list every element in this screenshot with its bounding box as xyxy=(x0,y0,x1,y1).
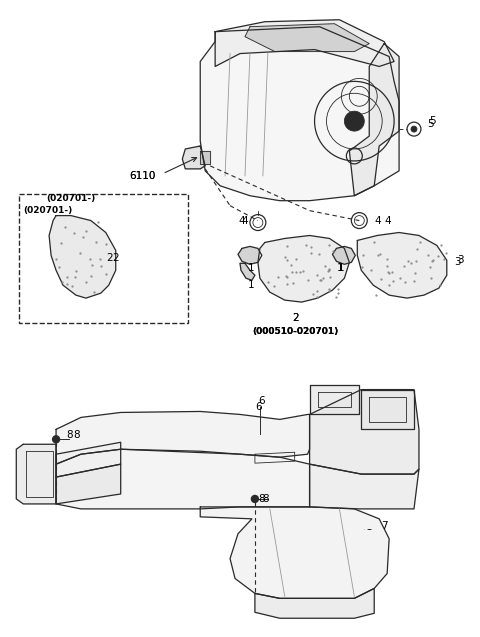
Polygon shape xyxy=(56,412,310,464)
Text: 2: 2 xyxy=(292,313,299,323)
Circle shape xyxy=(252,496,258,503)
Text: 8: 8 xyxy=(66,431,72,440)
Text: 8: 8 xyxy=(73,431,80,440)
Polygon shape xyxy=(200,507,389,598)
Text: 5: 5 xyxy=(429,116,435,126)
Text: 6110: 6110 xyxy=(129,171,156,181)
Text: 6: 6 xyxy=(258,396,264,406)
Text: 6110: 6110 xyxy=(129,171,156,181)
Polygon shape xyxy=(245,24,369,52)
Polygon shape xyxy=(200,27,399,201)
Text: 7: 7 xyxy=(381,521,388,531)
Text: 8: 8 xyxy=(262,494,268,504)
Polygon shape xyxy=(56,464,120,504)
Circle shape xyxy=(344,111,364,131)
Polygon shape xyxy=(310,385,360,415)
Polygon shape xyxy=(310,464,419,509)
Polygon shape xyxy=(238,247,262,264)
Text: 1: 1 xyxy=(248,280,254,290)
Polygon shape xyxy=(349,43,399,196)
Polygon shape xyxy=(240,263,255,280)
Text: 1: 1 xyxy=(336,263,343,273)
Text: 4: 4 xyxy=(239,215,245,225)
Polygon shape xyxy=(310,390,419,474)
Polygon shape xyxy=(182,146,205,169)
Text: (000510-020701): (000510-020701) xyxy=(252,327,339,336)
Text: (020701-): (020701-) xyxy=(23,206,72,215)
Circle shape xyxy=(53,436,60,443)
Text: 3: 3 xyxy=(457,255,463,266)
Text: 2: 2 xyxy=(113,254,120,263)
Polygon shape xyxy=(255,589,374,619)
Text: 4: 4 xyxy=(374,215,381,225)
Text: 5: 5 xyxy=(427,119,433,129)
Text: 6: 6 xyxy=(255,403,262,413)
Text: 2: 2 xyxy=(292,313,299,323)
Circle shape xyxy=(411,126,417,132)
Polygon shape xyxy=(16,444,56,504)
Polygon shape xyxy=(200,151,210,164)
Polygon shape xyxy=(56,442,120,477)
Text: 4: 4 xyxy=(241,215,248,225)
Text: 1: 1 xyxy=(248,263,254,273)
Polygon shape xyxy=(49,215,116,298)
Polygon shape xyxy=(361,390,414,429)
Polygon shape xyxy=(215,20,394,66)
Text: 3: 3 xyxy=(454,257,460,268)
Text: 4: 4 xyxy=(384,215,391,225)
Text: 8: 8 xyxy=(258,494,264,504)
Polygon shape xyxy=(357,233,447,298)
Text: (020701-): (020701-) xyxy=(46,194,96,203)
Polygon shape xyxy=(56,449,310,509)
Text: 2: 2 xyxy=(106,254,112,263)
Polygon shape xyxy=(333,247,355,264)
Text: (000510-020701): (000510-020701) xyxy=(252,327,339,336)
Text: 1: 1 xyxy=(337,263,344,273)
Polygon shape xyxy=(258,236,349,302)
